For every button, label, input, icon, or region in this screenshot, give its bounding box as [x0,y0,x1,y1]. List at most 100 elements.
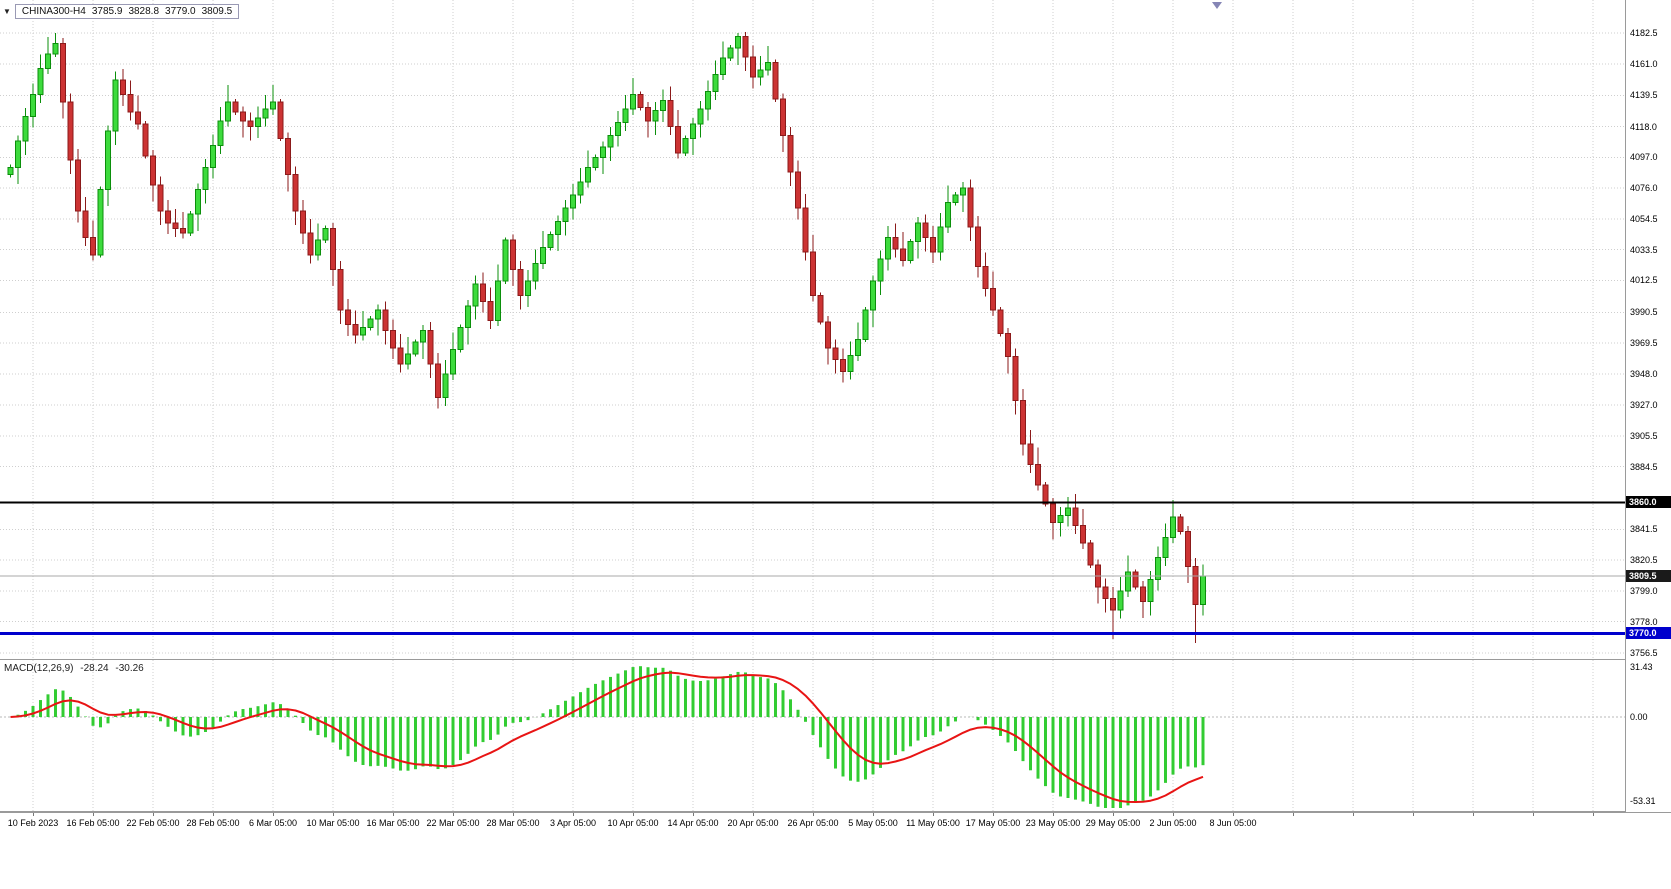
candle [285,137,291,176]
time-label: 10 Feb 2023 [7,818,59,828]
candle [577,181,584,196]
candle [690,123,696,139]
candle [667,99,674,128]
candle [397,347,404,365]
time-tick [1413,813,1414,816]
time-axis[interactable]: 10 Feb 2023 16 Feb 05:00 22 Feb 05:00 28 Fe… [0,812,1671,834]
time-tick [93,813,94,816]
ohlc-open: 3785.9 [91,6,123,17]
symbol-bar: ▼ CHINA300-H4 3785.9 3828.8 3779.0 3809.… [3,4,240,19]
candle [465,305,471,329]
time-tick [1113,813,1114,816]
time-tick [933,813,934,816]
candle [127,94,134,113]
candle [165,210,171,224]
candle [345,309,351,326]
time-label: 29 May 05:00 [1085,818,1141,828]
candle [982,265,989,289]
candle [322,228,329,241]
macd-signal-line [10,671,1204,803]
candle [975,226,981,267]
candle [1140,586,1146,602]
time-tick [993,813,994,816]
candle [120,79,126,96]
candle [1102,586,1109,599]
time-tick [573,813,574,816]
price-label: 4161.0 [1630,59,1658,70]
time-label: 10 Mar 05:00 [306,818,360,828]
macd-surface[interactable] [0,660,1625,811]
candle [427,330,434,365]
time-label: 8 Jun 05:00 [1209,818,1257,828]
candle [300,210,306,234]
candle [607,134,614,148]
price-label: 3948.0 [1630,369,1658,380]
candle [915,222,921,243]
candle [232,101,239,113]
time-tick [1293,813,1294,816]
candle [195,188,201,215]
time-label: 16 Mar 05:00 [366,818,420,828]
candle [592,156,599,168]
macd-axis[interactable]: 31.43 0.00 -53.31 [1625,660,1671,813]
time-tick [453,813,454,816]
candle [405,353,411,365]
candle [30,94,36,117]
candle [435,363,441,398]
candle [315,239,321,256]
candle [945,201,951,228]
time-tick [213,813,214,816]
price-chart-panel[interactable]: ▼ CHINA300-H4 3785.9 3828.8 3779.0 3809.… [0,0,1625,660]
candle [930,236,936,253]
candle [390,330,396,349]
price-chart-surface[interactable] [0,0,1625,659]
macd-panel[interactable]: MACD(12,26,9) -28.24 -30.26 [0,660,1625,812]
candle [225,101,231,122]
chart-shift-marker[interactable] [1212,2,1222,9]
candle [1117,590,1124,611]
candle [1012,356,1019,401]
candle [765,62,771,71]
candle [457,327,464,350]
candle [1005,332,1011,358]
candle [1035,463,1041,486]
time-tick [1593,813,1594,816]
candle [382,309,389,332]
macd-indicator-label: MACD(12,26,9) -28.24 -30.26 [4,663,148,674]
candle [840,359,846,372]
candle [97,188,104,256]
price-axis[interactable]: 4182.5 4161.0 4139.5 4118.0 4097.0 4076.0 4054… [1625,0,1671,660]
candle [262,108,269,119]
time-tick [1533,813,1534,816]
time-tick [693,813,694,816]
price-label: 4182.5 [1630,27,1658,38]
chevron-down-icon[interactable]: ▼ [3,6,11,16]
candle [832,347,839,361]
candle [562,207,569,222]
candle [1080,525,1086,544]
time-label: 5 May 05:00 [848,818,898,828]
candle [472,283,479,307]
candle [1110,597,1116,611]
price-label: 4033.5 [1630,244,1658,255]
candle [15,140,21,168]
candle [37,67,44,96]
time-label: 2 Jun 05:00 [1149,818,1197,828]
candle [750,56,756,78]
candle [442,373,449,398]
time-label: 28 Mar 05:00 [486,818,540,828]
candle [277,101,284,139]
candle [1147,579,1154,602]
macd-name: MACD(12,26,9) [4,663,74,674]
candle [1177,516,1184,532]
candle [630,94,636,110]
candle [847,354,854,372]
candle [877,258,884,282]
time-label: 17 May 05:00 [965,818,1021,828]
candle [1200,575,1206,605]
candle [547,233,554,249]
candle [742,35,749,58]
candle [885,236,891,260]
time-tick [153,813,154,816]
